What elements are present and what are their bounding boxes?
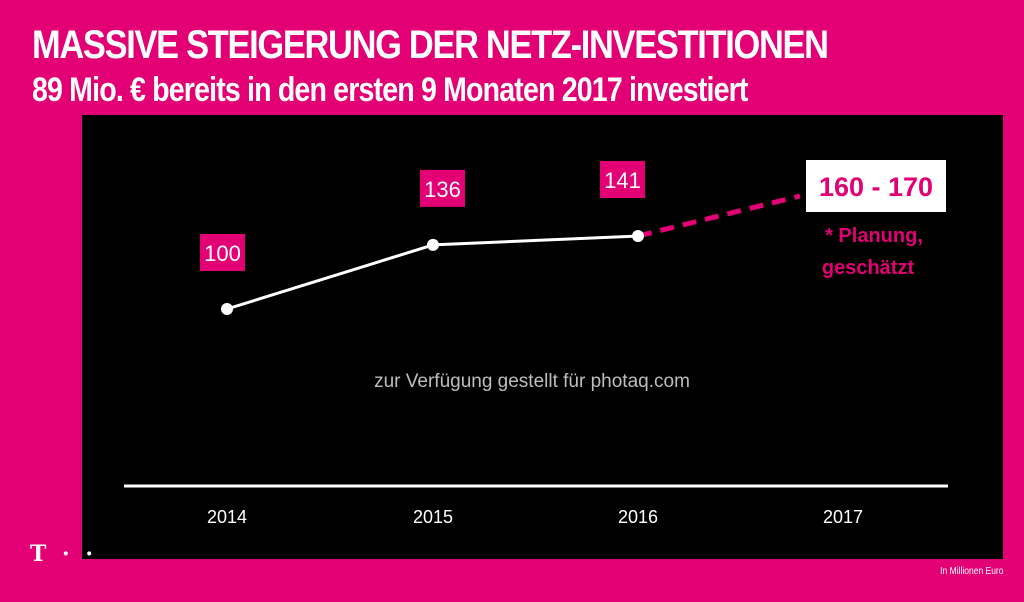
data-label-box-2017 [806, 160, 946, 212]
x-tick-label-2015: 2015 [413, 507, 453, 527]
data-label-2015: 136 [424, 177, 461, 202]
data-label-box-2015 [420, 169, 465, 207]
page-title: MASSIVE STEIGERUNG DER NETZ-INVESTITIONE… [32, 23, 829, 67]
annotation-line-1: * Planung, [825, 225, 923, 247]
data-label-2016: 141 [604, 168, 641, 193]
data-point-2014 [221, 303, 233, 315]
annotation-line-2: geschätzt [822, 257, 915, 279]
data-label-2014: 100 [204, 241, 241, 266]
data-label-box-2014 [200, 234, 245, 271]
data-label-box-2016 [600, 161, 645, 198]
series-line-segment [226, 243, 434, 311]
watermark-text: zur Verfügung gestellt für photaq.com [374, 371, 690, 392]
x-tick-label-2014: 2014 [207, 507, 247, 527]
projection-line-segment [637, 193, 801, 239]
unit-note: In Millionen Euro [939, 566, 1003, 577]
telekom-logo: T · · [30, 541, 98, 567]
data-label-2017: 160 - 170 [819, 172, 933, 202]
x-tick-label-2016: 2016 [618, 507, 658, 527]
data-point-2016 [632, 230, 644, 242]
series-line-segment [432, 234, 639, 247]
x-tick-label-2017: 2017 [823, 507, 863, 527]
data-point-2015 [427, 238, 439, 251]
page-subtitle: 89 Mio. € bereits in den ersten 9 Monate… [32, 71, 748, 109]
